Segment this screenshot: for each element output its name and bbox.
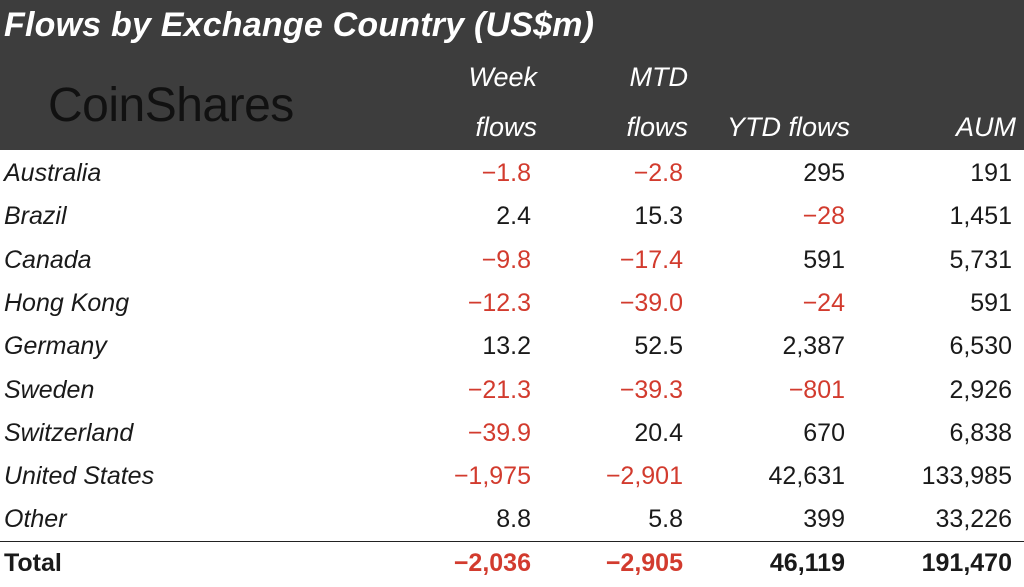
mtd-flows-value: 5.8 <box>648 505 683 534</box>
table-header: Flows by Exchange Country (US$m) CoinSha… <box>0 0 1024 150</box>
aum-value: 1,451 <box>949 202 1012 231</box>
country-label: Switzerland <box>4 418 134 447</box>
aum-value: 6,838 <box>949 418 1012 447</box>
logo-area <box>0 58 350 150</box>
table-row: Canada −9.8 −17.4 591 5,731 <box>0 239 1024 282</box>
week-flows-value: −9.8 <box>481 245 531 274</box>
col-week-line1: Week <box>468 62 537 92</box>
mtd-flows-value: −2.8 <box>633 159 683 187</box>
col-mtd-line1: MTD <box>629 62 688 92</box>
mtd-flows-value: 15.3 <box>634 202 683 231</box>
table-row: Sweden −21.3 −39.3 −801 2,926 <box>0 369 1024 412</box>
country-label: Hong Kong <box>4 288 130 317</box>
aum-value: 191 <box>970 159 1012 187</box>
country-label: Canada <box>4 245 92 274</box>
aum-value: 591 <box>970 288 1012 317</box>
week-flows-value: −1,975 <box>453 462 531 491</box>
mtd-flows-value: −39.3 <box>619 375 683 404</box>
table-row: Switzerland −39.9 20.4 670 6,838 <box>0 412 1024 455</box>
ytd-flows-value: 295 <box>803 159 845 187</box>
ytd-flows-value: 42,631 <box>768 462 845 491</box>
country-label: Brazil <box>4 202 67 231</box>
aum-value: 5,731 <box>949 245 1012 274</box>
table-row: United States −1,975 −2,901 42,631 133,985 <box>0 455 1024 498</box>
aum-value: 2,926 <box>949 375 1012 404</box>
aum-value: 133,985 <box>921 462 1012 491</box>
table-row: Brazil 2.4 15.3 −28 1,451 <box>0 195 1024 238</box>
ytd-flows-value: 399 <box>803 505 845 534</box>
week-flows-value: 8.8 <box>496 505 531 534</box>
total-row: Total −2,036 −2,905 46,119 191,470 <box>0 542 1024 585</box>
country-label: United States <box>4 462 155 491</box>
ytd-flows-value: −801 <box>788 375 845 404</box>
total-ytd: 46,119 <box>769 549 845 577</box>
mtd-flows-value: −2,901 <box>605 462 683 491</box>
chart-title: Flows by Exchange Country (US$m) <box>4 6 595 44</box>
country-label: Other <box>4 505 67 534</box>
ytd-flows-value: 2,387 <box>782 332 845 361</box>
total-label: Total <box>4 549 62 577</box>
col-mtd-line2: flows <box>626 112 688 142</box>
mtd-flows-value: 20.4 <box>634 418 683 447</box>
week-flows-value: 13.2 <box>482 332 531 361</box>
table-row: Germany 13.2 52.5 2,387 6,530 <box>0 325 1024 368</box>
week-flows-value: −1.8 <box>481 159 531 187</box>
aum-value: 6,530 <box>949 332 1012 361</box>
country-label: Germany <box>4 332 107 361</box>
aum-value: 33,226 <box>935 505 1012 534</box>
total-mtd: −2,905 <box>605 549 683 577</box>
col-week-line2: flows <box>475 112 537 142</box>
total-week: −2,036 <box>453 549 531 577</box>
country-label: Sweden <box>4 375 95 404</box>
country-label: Australia <box>4 159 102 187</box>
mtd-flows-value: −17.4 <box>619 245 683 274</box>
week-flows-value: −21.3 <box>467 375 531 404</box>
table-row: Other 8.8 5.8 399 33,226 <box>0 498 1024 541</box>
col-aum-label: AUM <box>956 112 1016 142</box>
ytd-flows-value: 591 <box>803 245 845 274</box>
week-flows-value: −12.3 <box>467 288 531 317</box>
coinshares-logo: CoinShares <box>48 79 294 132</box>
mtd-flows-value: −39.0 <box>619 288 683 317</box>
table-row: Hong Kong −12.3 −39.0 −24 591 <box>0 282 1024 325</box>
col-ytd-label: YTD flows <box>726 112 850 142</box>
week-flows-value: −39.9 <box>467 418 531 447</box>
week-flows-value: 2.4 <box>496 202 531 231</box>
ytd-flows-value: −28 <box>802 202 845 231</box>
ytd-flows-value: −24 <box>802 288 845 317</box>
table-row: Australia −1.8 −2.8 295 191 <box>0 152 1024 195</box>
ytd-flows-value: 670 <box>803 418 845 447</box>
mtd-flows-value: 52.5 <box>634 332 683 361</box>
total-aum: 191,470 <box>921 549 1012 577</box>
total-divider <box>0 541 1024 542</box>
